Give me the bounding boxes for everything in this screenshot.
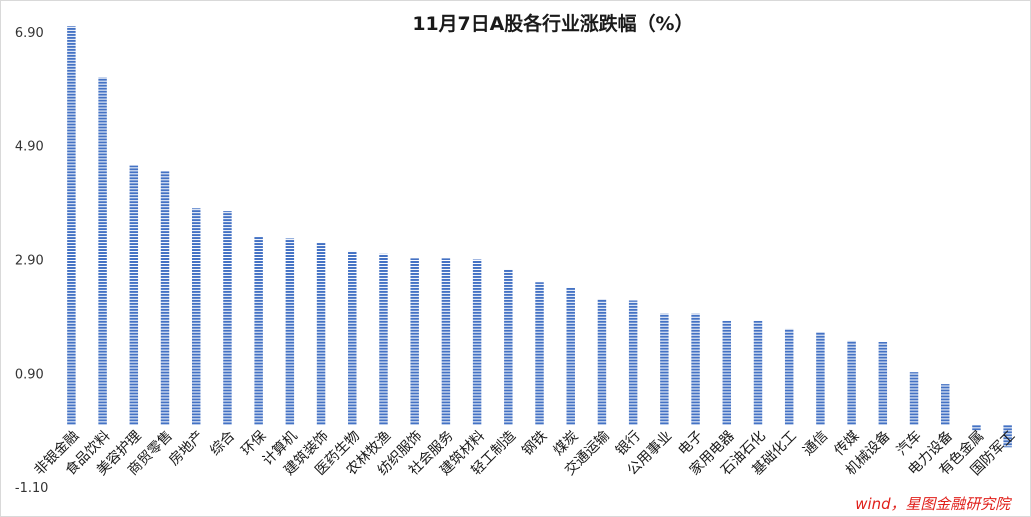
bar (1003, 424, 1012, 448)
bar (472, 259, 482, 425)
chart-title: 11月7日A股各行业涨跌幅（%） (412, 12, 693, 35)
bar (285, 238, 295, 425)
bar (847, 340, 856, 425)
bar (98, 77, 107, 425)
y-tick-label: 2.90 (15, 253, 44, 268)
bar (504, 269, 513, 425)
source-note: wind，星图金融研究院 (855, 495, 1012, 513)
bar (535, 282, 544, 425)
bar (753, 320, 763, 425)
y-tick-label: 4.90 (15, 140, 44, 155)
bar (972, 424, 981, 431)
bar (410, 258, 419, 425)
y-tick-label: -1.10 (15, 481, 48, 496)
bar (160, 171, 170, 425)
bar (316, 242, 326, 425)
bar (784, 328, 794, 425)
bar (628, 300, 638, 425)
bar (129, 165, 139, 425)
bar (909, 372, 919, 425)
bar (348, 250, 357, 425)
bar (816, 332, 825, 425)
bar (941, 384, 950, 425)
bar (660, 313, 669, 425)
category-label: 钢铁 (519, 428, 550, 459)
bar (597, 299, 607, 425)
bar (254, 236, 263, 425)
bar (67, 26, 76, 425)
y-axis: 6.90 4.90 2.90 0.90 -1.10 (15, 26, 48, 496)
category-label: 综合 (207, 428, 238, 459)
bar (379, 253, 388, 425)
bar (691, 313, 700, 425)
bars-group (67, 26, 1012, 448)
bar (722, 320, 732, 425)
category-label: 通信 (800, 428, 831, 459)
bar (878, 342, 888, 425)
y-tick-label: 0.90 (15, 367, 44, 382)
bar (191, 208, 201, 425)
bar (441, 258, 451, 425)
bar (566, 287, 575, 425)
y-tick-label: 6.90 (15, 26, 44, 41)
bar (223, 211, 232, 425)
category-label: 房地产 (166, 428, 207, 469)
